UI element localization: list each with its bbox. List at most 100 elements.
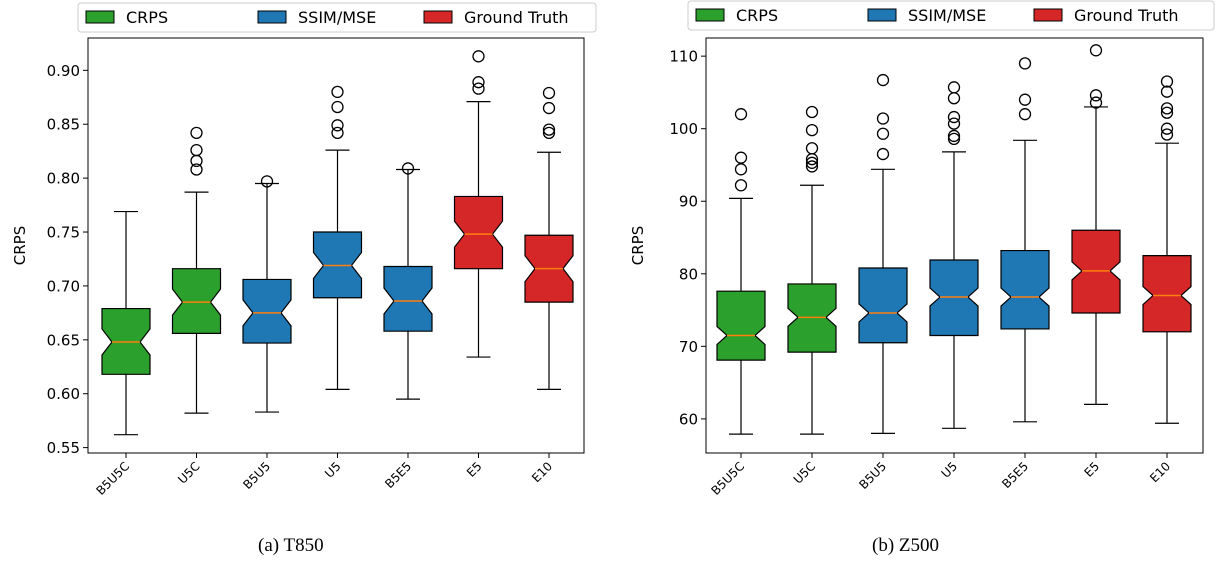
legend-frame — [687, 0, 1215, 31]
outlier-point — [472, 76, 485, 89]
outlier-point — [876, 147, 890, 161]
legend-label-0: CRPS — [126, 8, 168, 27]
outlier-point — [805, 156, 819, 169]
x-tick-label: U5 — [322, 459, 344, 481]
outlier-point — [1160, 75, 1174, 88]
caption-a: (a) T850 — [258, 535, 324, 556]
outlier-point — [1160, 122, 1174, 135]
y-tick-label: 0.85 — [47, 116, 80, 134]
box-body — [171, 268, 222, 334]
y-tick-label: 0.80 — [47, 170, 80, 188]
box-B5U5 — [242, 175, 292, 413]
outlier-point — [331, 85, 344, 99]
y-tick-label: 100 — [669, 120, 698, 138]
caption-b: (b) Z500 — [872, 535, 940, 556]
chart-panel-0: 0.55 0.60 0.65 0.70 0.75 0.80 0.85 0.90 CRPS B5U5… — [11, 2, 597, 498]
outlier-point — [947, 132, 961, 145]
legend-label-2: Ground Truth — [464, 8, 569, 27]
x-tick-label: U5C — [791, 459, 818, 486]
legend-swatch-2 — [423, 10, 453, 24]
outlier-point — [542, 86, 556, 100]
outlier-point — [1160, 102, 1174, 115]
y-tick-label: 110 — [669, 48, 698, 66]
x-tick-label: E5 — [1081, 459, 1102, 480]
box-U5 — [312, 85, 363, 391]
outlier-point — [947, 92, 961, 105]
x-tick-label: B5U5 — [856, 459, 889, 492]
outlier-point — [331, 100, 344, 114]
outlier-point — [876, 127, 890, 140]
legend-label-1: SSIM/MSE — [908, 6, 986, 25]
legend-label-0: CRPS — [736, 6, 778, 25]
box-B5U5 — [858, 73, 908, 435]
box-body — [383, 265, 433, 332]
outlier-point — [472, 82, 485, 95]
x-tick-label: B5U5 — [240, 459, 273, 492]
y-tick-label: 0.55 — [47, 439, 80, 457]
outlier-point — [190, 126, 203, 140]
box-B5E5 — [383, 162, 433, 400]
outlier-point — [805, 160, 819, 173]
outlier-point — [876, 73, 890, 87]
chart-panel-1: 60 70 80 90 100 110 CRPS B5U5C U5C B5U5 U5 B5E5 E5 E1… — [629, 0, 1215, 498]
outlier-point — [805, 142, 819, 155]
y-tick-label: 60 — [679, 410, 698, 428]
x-tick-label: E10 — [1147, 459, 1173, 485]
x-tick-label: B5U5C — [708, 459, 747, 498]
box-body — [1000, 249, 1050, 330]
outlier-point — [734, 108, 748, 121]
outlier-point — [734, 163, 748, 176]
outlier-point — [331, 119, 344, 132]
y-tick-label: 90 — [679, 193, 698, 211]
box-E10 — [524, 86, 574, 391]
box-U5C — [787, 105, 837, 435]
outlier-point — [401, 162, 415, 175]
x-tick-label: E10 — [529, 459, 555, 485]
y-tick-label: 70 — [679, 338, 698, 356]
legend-label-2: Ground Truth — [1074, 6, 1179, 25]
outlier-point — [260, 175, 274, 188]
y-axis-label: CRPS — [11, 226, 29, 265]
outlier-point — [190, 143, 203, 157]
legend-swatch-2 — [1033, 8, 1063, 22]
legend-frame — [77, 2, 597, 33]
outlier-point — [876, 112, 890, 125]
outlier-point — [1018, 108, 1032, 121]
legend: CRPS SSIM/MSE Ground Truth — [77, 2, 597, 33]
box-E5 — [453, 50, 504, 358]
outlier-point — [1089, 96, 1103, 109]
x-tick-label: U5C — [175, 459, 202, 486]
y-tick-label: 80 — [679, 265, 698, 283]
outlier-point — [1018, 93, 1032, 106]
outlier-point — [1160, 85, 1174, 98]
y-tick-label: 0.70 — [47, 277, 80, 295]
box-E5 — [1071, 44, 1121, 405]
box-E10 — [1142, 75, 1192, 424]
plot-frame — [87, 37, 585, 454]
outlier-point — [947, 81, 961, 94]
outlier-point — [542, 101, 556, 115]
box-body — [716, 290, 766, 361]
legend-swatch-0 — [695, 8, 725, 22]
box-body — [1142, 255, 1192, 333]
outlier-point — [947, 129, 961, 143]
outlier-point — [1089, 44, 1103, 57]
outlier-point — [1089, 89, 1103, 102]
box-B5E5 — [1000, 57, 1050, 423]
legend-swatch-0 — [85, 10, 115, 24]
legend: CRPS SSIM/MSE Ground Truth — [687, 0, 1215, 31]
outlier-point — [331, 126, 344, 140]
y-tick-label: 0.65 — [47, 331, 80, 349]
outlier-point — [542, 123, 556, 136]
outlier-point — [805, 123, 819, 137]
y-axis-label: CRPS — [629, 226, 647, 265]
y-tick-label: 0.60 — [47, 385, 80, 403]
outlier-point — [190, 154, 203, 168]
box-body — [242, 278, 292, 344]
x-tick-label: B5E5 — [999, 459, 1031, 491]
outlier-point — [542, 126, 556, 140]
outlier-point — [805, 105, 819, 119]
box-body — [453, 195, 504, 270]
y-tick-label: 0.75 — [47, 224, 80, 242]
